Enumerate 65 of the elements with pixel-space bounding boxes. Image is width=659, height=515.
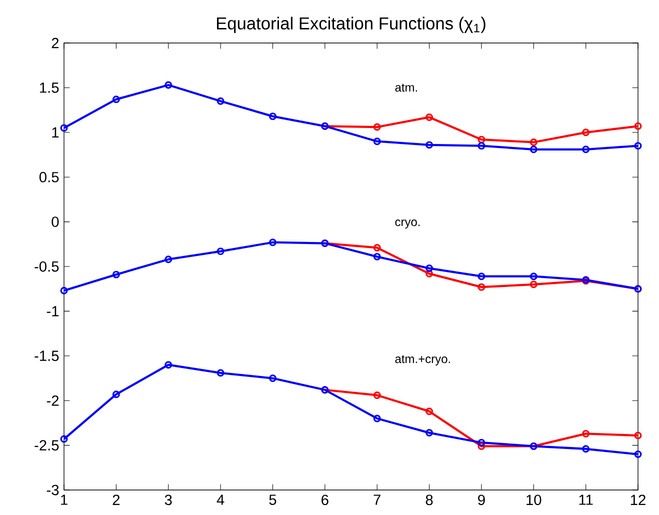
point	[112, 270, 120, 278]
annotation: atm.	[395, 84, 417, 92]
point	[478, 136, 486, 144]
x-tick-label: 8	[426, 494, 433, 506]
x-tick-label: 2	[112, 494, 120, 505]
point	[426, 408, 434, 416]
annotation: atm.+cryo.	[395, 355, 450, 366]
point	[478, 272, 486, 280]
point	[530, 146, 538, 154]
x-tick-label: 12	[630, 494, 646, 505]
point	[112, 96, 120, 104]
point	[426, 270, 434, 278]
x-tick-label: 11	[579, 494, 593, 505]
point	[164, 81, 172, 89]
y-tick-label: 0	[52, 216, 59, 227]
point	[426, 113, 434, 121]
point	[426, 429, 434, 437]
point	[582, 445, 590, 453]
point	[478, 442, 486, 450]
y-tick-label: -0.5	[34, 261, 59, 272]
point	[530, 280, 538, 288]
point	[164, 256, 172, 264]
point	[426, 141, 434, 149]
y-tick-label: -2.5	[34, 440, 59, 450]
x-tick-label: 7	[374, 494, 380, 505]
point	[268, 238, 276, 246]
point	[373, 392, 381, 399]
y-tick-label: 1	[52, 127, 59, 138]
point	[268, 374, 276, 382]
point	[530, 138, 538, 146]
point	[373, 252, 381, 260]
point	[216, 369, 224, 377]
point	[112, 390, 120, 398]
x-tick-label: 4	[216, 494, 224, 505]
x-tick-label: 3	[164, 494, 172, 506]
point	[216, 248, 224, 256]
point	[582, 430, 590, 438]
annotation: cryo.	[395, 220, 420, 229]
y-tick-label: -1	[46, 306, 59, 316]
x-tick-label: 1	[61, 494, 68, 505]
y-tick-label: -2	[46, 395, 59, 406]
point	[373, 244, 381, 252]
point	[478, 438, 486, 446]
y-tick-label: 0.5	[39, 172, 59, 182]
point	[478, 283, 486, 291]
y-tick-label: 1.5	[40, 82, 59, 93]
x-tick-label: 10	[526, 494, 542, 506]
point	[478, 142, 486, 150]
point	[373, 123, 381, 131]
point	[582, 146, 590, 154]
point	[373, 138, 381, 146]
chart-title: Equatorial Excitation Functions (χ$_{1}$)	[217, 16, 486, 33]
point	[216, 97, 224, 105]
x-tick-label: 9	[478, 494, 485, 506]
point	[530, 272, 538, 280]
point	[582, 128, 590, 136]
point	[268, 112, 276, 120]
y-tick-label: -3	[46, 484, 59, 496]
y-tick-label: 2	[52, 38, 59, 48]
point	[426, 264, 434, 272]
point	[373, 414, 381, 422]
point	[164, 361, 172, 369]
y-tick-label: -1.5	[34, 350, 59, 362]
x-tick-label: 5	[269, 494, 276, 505]
x-tick-label: 6	[322, 494, 328, 506]
